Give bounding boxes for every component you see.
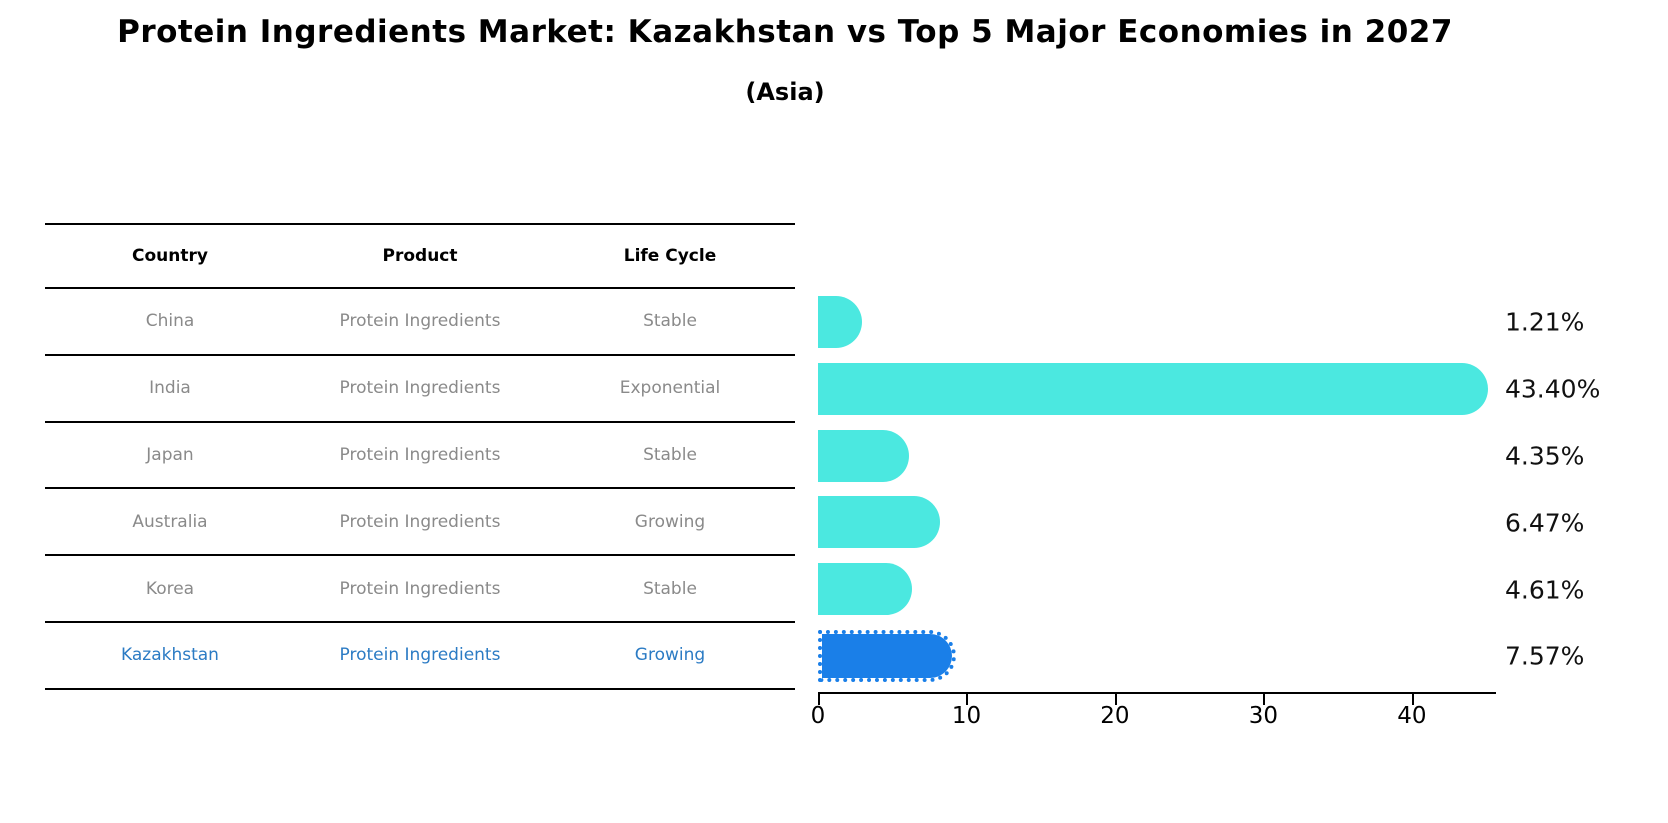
bar-row: [818, 556, 1495, 623]
table-row: Japan Protein Ingredients Stable: [45, 423, 795, 490]
x-tick-label: 20: [1100, 703, 1130, 729]
x-tick: [818, 694, 820, 705]
table-row: Kazakhstan Protein Ingredients Growing: [45, 623, 795, 690]
table-cell-product: Protein Ingredients: [339, 511, 501, 532]
bar-value-label: 4.35%: [1505, 441, 1585, 471]
chart-subtitle: (Asia): [745, 78, 825, 106]
bar-row: [818, 623, 1495, 690]
table-cell-country: Japan: [146, 444, 194, 465]
x-tick-label: 30: [1248, 703, 1279, 729]
x-tick: [1411, 694, 1414, 705]
table-cell-country: Korea: [145, 578, 195, 599]
bar-korea: [818, 563, 913, 616]
bar-india: [818, 362, 1489, 415]
table-cell-life_cycle: Stable: [643, 311, 697, 332]
bar-australia: [818, 496, 941, 549]
bar-value-label: 4.61%: [1505, 575, 1585, 605]
table-cell-country: China: [145, 311, 195, 332]
bar-china: [818, 296, 862, 348]
plot-area: [818, 289, 1495, 690]
table-cell-country: Australia: [132, 511, 208, 532]
table-cell-life_cycle: Exponential: [619, 378, 721, 399]
table-header-life-cycle: Life Cycle: [623, 246, 717, 266]
table-cell-life_cycle: Stable: [643, 444, 697, 465]
bar-row: [818, 489, 1495, 556]
bar-value-label: 7.57%: [1505, 641, 1585, 671]
x-tick: [1263, 694, 1266, 705]
table-row: Korea Protein Ingredients Stable: [45, 556, 795, 623]
x-tick: [1114, 694, 1117, 705]
table-header-row: Country Product Life Cycle: [45, 225, 795, 289]
bar-row: [818, 289, 1495, 356]
table-cell-product: Protein Ingredients: [339, 645, 501, 666]
x-tick-label: 0: [810, 703, 826, 729]
table-cell-country: India: [149, 378, 191, 399]
table-cell-product: Protein Ingredients: [339, 378, 501, 399]
x-tick-label: 40: [1397, 703, 1427, 729]
table-cell-product: Protein Ingredients: [339, 311, 501, 332]
chart-title: Protein Ingredients Market: Kazakhstan v…: [117, 14, 1453, 50]
bar-japan: [818, 429, 909, 482]
table-cell-product: Protein Ingredients: [339, 444, 501, 465]
bar-row: [818, 356, 1495, 423]
bar-value-label: 1.21%: [1505, 307, 1585, 337]
table-cell-life_cycle: Stable: [643, 578, 697, 599]
x-axis-line: [818, 692, 1496, 694]
table-row: India Protein Ingredients Exponential: [45, 356, 795, 423]
x-tick: [966, 694, 969, 705]
country-table: Country Product Life Cycle China Protein In…: [45, 223, 795, 690]
table-cell-life_cycle: Growing: [634, 511, 706, 532]
table-cell-country: Kazakhstan: [121, 645, 219, 666]
x-tick-label: 10: [951, 703, 982, 729]
table-cell-life_cycle: Growing: [634, 645, 706, 666]
bar-value-label: 6.47%: [1505, 508, 1585, 538]
table-header-country: Country: [132, 246, 208, 266]
table-row: Australia Protein Ingredients Growing: [45, 489, 795, 557]
table-body: China Protein Ingredients Stable India Prote…: [45, 289, 795, 690]
bar-kazakhstan: [818, 629, 957, 682]
bar-value-label: 43.40%: [1505, 374, 1601, 404]
bar-row: [818, 423, 1495, 490]
table-header-product: Product: [382, 246, 458, 266]
table-row: China Protein Ingredients Stable: [45, 289, 795, 356]
table-cell-product: Protein Ingredients: [339, 578, 501, 599]
